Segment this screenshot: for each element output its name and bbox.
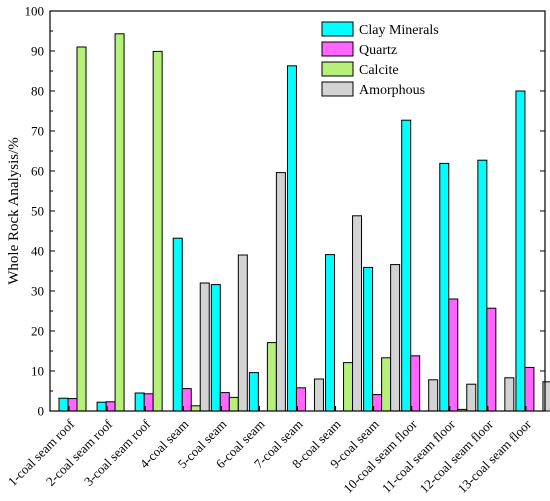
bar-amorphous-8 (352, 215, 363, 412)
bar-quartz-13 (524, 366, 535, 412)
bar-calcite-5 (228, 396, 239, 412)
bar-quartz-10 (410, 355, 421, 412)
legend-swatch-quartz (321, 41, 354, 57)
legend-label: Quartz (359, 43, 397, 58)
y-tick-label: 60 (31, 164, 44, 179)
bar-calcite-8 (343, 362, 354, 412)
y-tick-label: 100 (25, 4, 45, 19)
legend-swatch-calcite (321, 61, 354, 77)
y-tick-label: 30 (31, 284, 44, 299)
bar-quartz-12 (486, 307, 497, 412)
bar-clay-minerals-12 (477, 159, 488, 412)
bar-amorphous-7 (313, 378, 324, 412)
y-tick-label: 90 (31, 44, 44, 59)
bar-clay-minerals-5 (210, 284, 221, 412)
x-tick-label: 3-coal seam roof (81, 416, 154, 489)
y-tick-label: 0 (38, 404, 45, 419)
bar-amorphous-4 (199, 282, 210, 412)
legend-swatch-clay-minerals (321, 21, 354, 37)
bar-amorphous-13 (542, 381, 550, 412)
y-tick-label: 20 (31, 324, 44, 339)
bar-clay-minerals-11 (439, 162, 450, 412)
bar-amorphous-12 (504, 377, 515, 412)
bar-amorphous-6 (275, 172, 286, 412)
legend: Clay Minerals Quartz Calcite Amorphous (321, 21, 439, 98)
bar-clay-minerals-6 (248, 372, 259, 412)
bar-amorphous-11 (466, 383, 477, 412)
bar-clay-minerals-7 (286, 65, 297, 412)
bar-amorphous-5 (237, 254, 248, 412)
legend-label: Amorphous (359, 83, 425, 98)
bar-clay-minerals-3 (134, 392, 145, 412)
bar-amorphous-9 (390, 264, 401, 412)
y-tick-label: 70 (31, 124, 44, 139)
bar-clay-minerals-9 (363, 266, 374, 412)
bar-calcite-4 (190, 405, 201, 412)
bar-quartz-11 (448, 298, 459, 412)
bar-calcite-6 (266, 342, 277, 412)
bar-clay-minerals-4 (172, 237, 183, 412)
bar-clay-minerals-10 (401, 119, 412, 412)
bar-clay-minerals-13 (515, 90, 526, 412)
x-tick-label: 2-coal seam roof (43, 416, 116, 489)
y-tick-label: 40 (31, 244, 44, 259)
y-tick-label: 80 (31, 84, 44, 99)
bar-clay-minerals-8 (325, 254, 336, 412)
bar-calcite-9 (381, 357, 392, 412)
bar-calcite-1 (76, 46, 87, 412)
bar-calcite-2 (114, 33, 125, 412)
legend-label: Clay Minerals (359, 23, 439, 38)
y-tick-label: 50 (31, 204, 44, 219)
bar-calcite-3 (152, 50, 163, 412)
y-tick-label: 10 (31, 364, 44, 379)
bar-clay-minerals-1 (58, 397, 69, 412)
bar-clay-minerals-2 (96, 401, 107, 412)
legend-label: Calcite (359, 63, 399, 78)
bar-amorphous-10 (428, 379, 439, 412)
legend-swatch-amorphous (321, 81, 354, 97)
y-axis-title: Whole Rock Analysis/% (6, 137, 22, 284)
x-tick-label: 1-coal seam roof (5, 416, 78, 489)
